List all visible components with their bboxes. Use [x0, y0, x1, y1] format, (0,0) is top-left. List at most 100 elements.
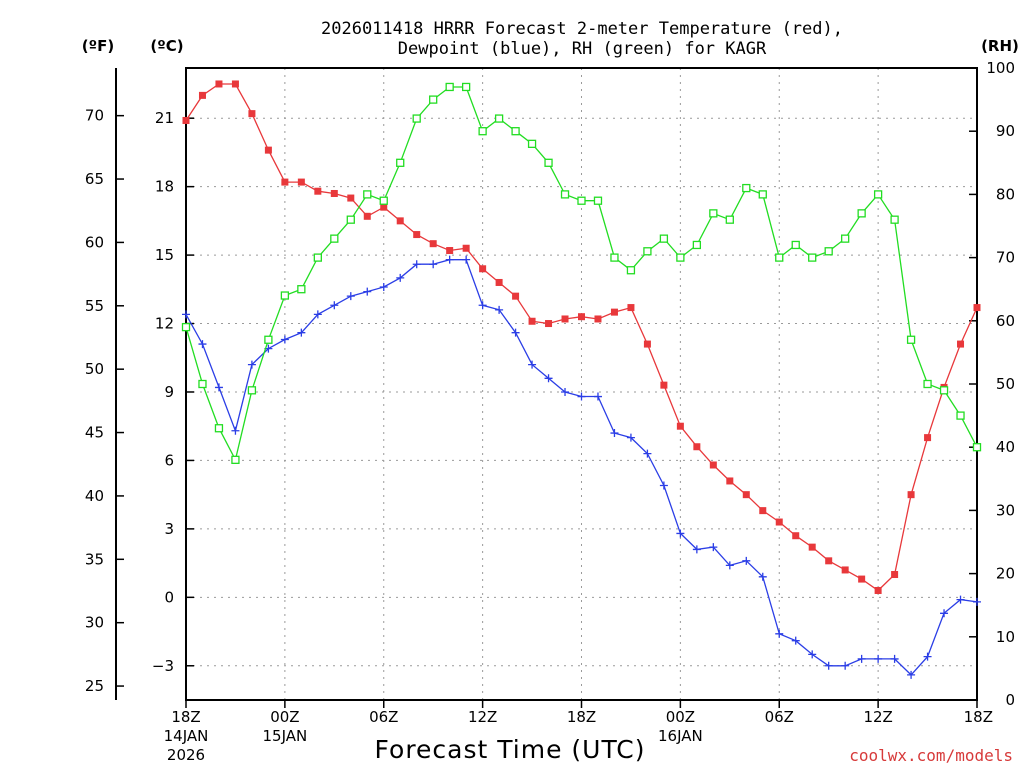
- temperature-point: [528, 317, 536, 325]
- temperature-point: [891, 571, 899, 579]
- rh-point: [709, 209, 718, 218]
- temperature-point: [264, 146, 272, 154]
- rh-point: [610, 253, 619, 262]
- c-tick-label: 9: [164, 383, 174, 401]
- c-tick-label: 15: [155, 246, 174, 264]
- credit-text: coolwx.com/models: [849, 746, 1013, 765]
- rh-point: [906, 335, 916, 344]
- rh-point: [280, 291, 290, 300]
- c-tick-label: 21: [155, 109, 174, 127]
- dewpoint-point: [791, 636, 800, 645]
- dewpoint-point: [577, 392, 586, 401]
- dewpoint-point: [841, 661, 850, 670]
- f-tick-label: 45: [85, 424, 104, 442]
- time-tick-label: 12Z: [468, 708, 497, 726]
- dewpoint-point: [775, 629, 784, 638]
- rh-point: [560, 190, 570, 199]
- dewpoint-point: [973, 597, 981, 606]
- rh-tick-label: 50: [996, 375, 1015, 393]
- dewpoint-point: [462, 255, 471, 264]
- temperature-point: [841, 566, 849, 574]
- c-tick-label: 12: [155, 315, 174, 333]
- temperature-point: [462, 244, 470, 252]
- dewpoint-point: [561, 387, 570, 396]
- dewpoint-point: [214, 383, 223, 392]
- dewpoint-point: [528, 360, 537, 369]
- rh-point: [544, 158, 553, 167]
- rh-tick-label: 40: [996, 438, 1015, 456]
- rh-point: [330, 234, 339, 243]
- rh-point: [972, 443, 982, 452]
- rh-point: [198, 379, 207, 389]
- f-tick-label: 40: [85, 487, 104, 505]
- rh-point: [890, 215, 899, 224]
- chart-title-line2: Dewpoint (blue), RH (green) for KAGR: [398, 39, 767, 59]
- temperature-point: [578, 313, 585, 321]
- temperature-point: [792, 532, 800, 540]
- f-tick-label: 70: [85, 107, 104, 125]
- c-tick-label: 3: [164, 520, 174, 538]
- dewpoint-point: [593, 392, 602, 401]
- temperature-point: [413, 231, 421, 239]
- temperature-point: [297, 178, 305, 186]
- temperature-point: [676, 422, 684, 430]
- time-tick-label: 18Z: [567, 708, 596, 726]
- f-tick-label: 65: [85, 170, 104, 188]
- temperature-point: [231, 80, 239, 88]
- rh-point: [593, 196, 603, 205]
- time-tick-label: 00Z: [270, 708, 299, 726]
- series-lines: [181, 80, 982, 679]
- dewpoint-point: [725, 561, 734, 570]
- rh-point: [956, 411, 965, 420]
- rh-point: [247, 386, 257, 395]
- dewpoint-point: [280, 335, 289, 344]
- dewpoint-point: [758, 572, 767, 581]
- temperature-point: [198, 91, 206, 99]
- temperature-point: [248, 110, 256, 118]
- dewpoint-point: [182, 310, 190, 319]
- temperature-point: [396, 217, 404, 225]
- rh-tick-label: 80: [996, 185, 1015, 203]
- rh-point: [742, 183, 751, 193]
- dewpoint-point: [297, 328, 306, 337]
- dewpoint-point: [429, 260, 438, 269]
- temperature-point: [775, 518, 783, 526]
- dewpoint-point: [626, 433, 635, 442]
- temperature-point: [973, 304, 981, 312]
- dewpoint-point: [412, 260, 421, 269]
- time-tick-label: 00Z: [666, 708, 695, 726]
- rh-unit-label: (RH): [981, 37, 1019, 55]
- rh-point: [857, 209, 866, 218]
- rh-point: [659, 234, 669, 243]
- dewpoint-point: [890, 654, 899, 663]
- temperature-point: [759, 507, 767, 515]
- temperature-point: [512, 292, 520, 300]
- rh-point: [461, 82, 471, 92]
- temperature-point: [347, 194, 355, 202]
- dewpoint-point: [808, 650, 817, 659]
- f-tick-label: 50: [85, 360, 104, 378]
- x-axis-title: Forecast Time (UTC): [375, 735, 646, 764]
- dewpoint-point: [363, 287, 372, 296]
- temperature-point: [281, 178, 289, 186]
- c-tick-label: 18: [155, 178, 174, 196]
- temperature-point: [660, 381, 668, 389]
- temperature-point: [594, 315, 602, 323]
- rh-point: [511, 127, 520, 136]
- rh-point: [873, 190, 883, 199]
- dewpoint-point: [824, 661, 833, 670]
- dewpoint-point: [478, 301, 487, 310]
- dewpoint-point: [313, 310, 322, 319]
- temperature-point: [924, 434, 932, 442]
- date-label: 16JAN: [658, 727, 703, 745]
- rh-point: [363, 190, 372, 199]
- year-label: 2026: [167, 746, 205, 764]
- dewpoint-point: [511, 328, 520, 337]
- temperature-point: [182, 116, 190, 124]
- rh-tick-label: 100: [986, 59, 1015, 77]
- dewpoint-point: [544, 374, 553, 383]
- rh-tick-label: 20: [996, 565, 1015, 583]
- rh-point: [725, 215, 734, 224]
- temperature-point: [825, 557, 833, 565]
